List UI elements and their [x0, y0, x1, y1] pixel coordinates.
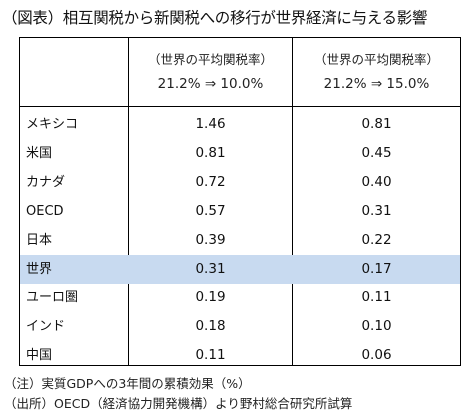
column-header-rate: 21.2% ⇒ 10.0% [157, 76, 264, 92]
row-label: OECD [26, 203, 64, 219]
table-row: メキシコ 1.46 0.81 [20, 110, 460, 139]
column-divider [128, 38, 129, 365]
value-scenario-10: 0.57 [195, 202, 226, 219]
table-row: ユーロ圏 0.19 0.11 [20, 283, 460, 312]
value-scenario-10: 0.39 [195, 231, 226, 248]
value-scenario-15: 0.17 [361, 260, 392, 277]
value-scenario-10: 1.46 [195, 116, 226, 132]
tariff-impact-table: （世界の平均関税率） 21.2% ⇒ 10.0% （世界の平均関税率） 21.2… [19, 37, 461, 366]
row-label: 米国 [26, 145, 53, 161]
row-label: 世界 [26, 261, 53, 277]
column-header-caption: （世界の平均関税率） [147, 52, 273, 67]
table-row: 日本 0.39 0.22 [20, 226, 460, 255]
row-label: インド [26, 319, 66, 335]
value-scenario-15: 0.40 [361, 173, 392, 190]
value-scenario-10: 0.81 [195, 144, 226, 161]
value-scenario-15: 0.45 [361, 144, 392, 161]
value-scenario-10: 0.18 [195, 318, 226, 335]
value-scenario-15: 0.10 [361, 318, 392, 335]
value-scenario-10: 0.72 [195, 173, 226, 190]
value-scenario-15: 0.31 [361, 202, 392, 219]
table-row: カナダ 0.72 0.40 [20, 168, 460, 197]
value-scenario-10: 0.19 [195, 289, 226, 306]
column-header-rate: 21.2% ⇒ 15.0% [323, 76, 430, 92]
column-header-caption: （世界の平均関税率） [313, 52, 439, 67]
column-divider [292, 38, 293, 365]
value-scenario-15: 0.11 [361, 289, 392, 306]
row-label: ユーロ圏 [26, 290, 79, 306]
table-row: 米国 0.81 0.45 [20, 139, 460, 168]
value-scenario-15: 0.06 [361, 347, 392, 364]
row-label: 日本 [26, 232, 53, 248]
row-label: メキシコ [26, 117, 79, 132]
header-divider [20, 106, 460, 107]
table-row: OECD 0.57 0.31 [20, 197, 460, 226]
column-header-scenario-10: （世界の平均関税率） 21.2% ⇒ 10.0% [129, 38, 292, 106]
footnotes: （注）実質GDPへの3年間の累積効果（%） （出所）OECD（経済協力開発機構）… [4, 374, 352, 414]
value-scenario-15: 0.81 [361, 116, 392, 132]
value-scenario-15: 0.22 [361, 231, 392, 248]
table-row: 中国 0.11 0.06 [20, 341, 460, 370]
source-text: （出所）OECD（経済協力開発機構）より野村総合研究所試算 [4, 396, 353, 411]
note-text: （注）実質GDPへの3年間の累積効果（%） [4, 376, 251, 391]
table-row: インド 0.18 0.10 [20, 312, 460, 341]
row-label: カナダ [26, 174, 66, 190]
table-row: 世界 0.31 0.17 [20, 254, 460, 284]
value-scenario-10: 0.31 [195, 260, 226, 277]
page-title: （図表）相互関税から新関税への移行が世界経済に与える影響 [2, 9, 428, 27]
row-label: 中国 [26, 348, 53, 364]
column-header-scenario-15: （世界の平均関税率） 21.2% ⇒ 15.0% [293, 38, 460, 106]
value-scenario-10: 0.11 [195, 347, 226, 364]
